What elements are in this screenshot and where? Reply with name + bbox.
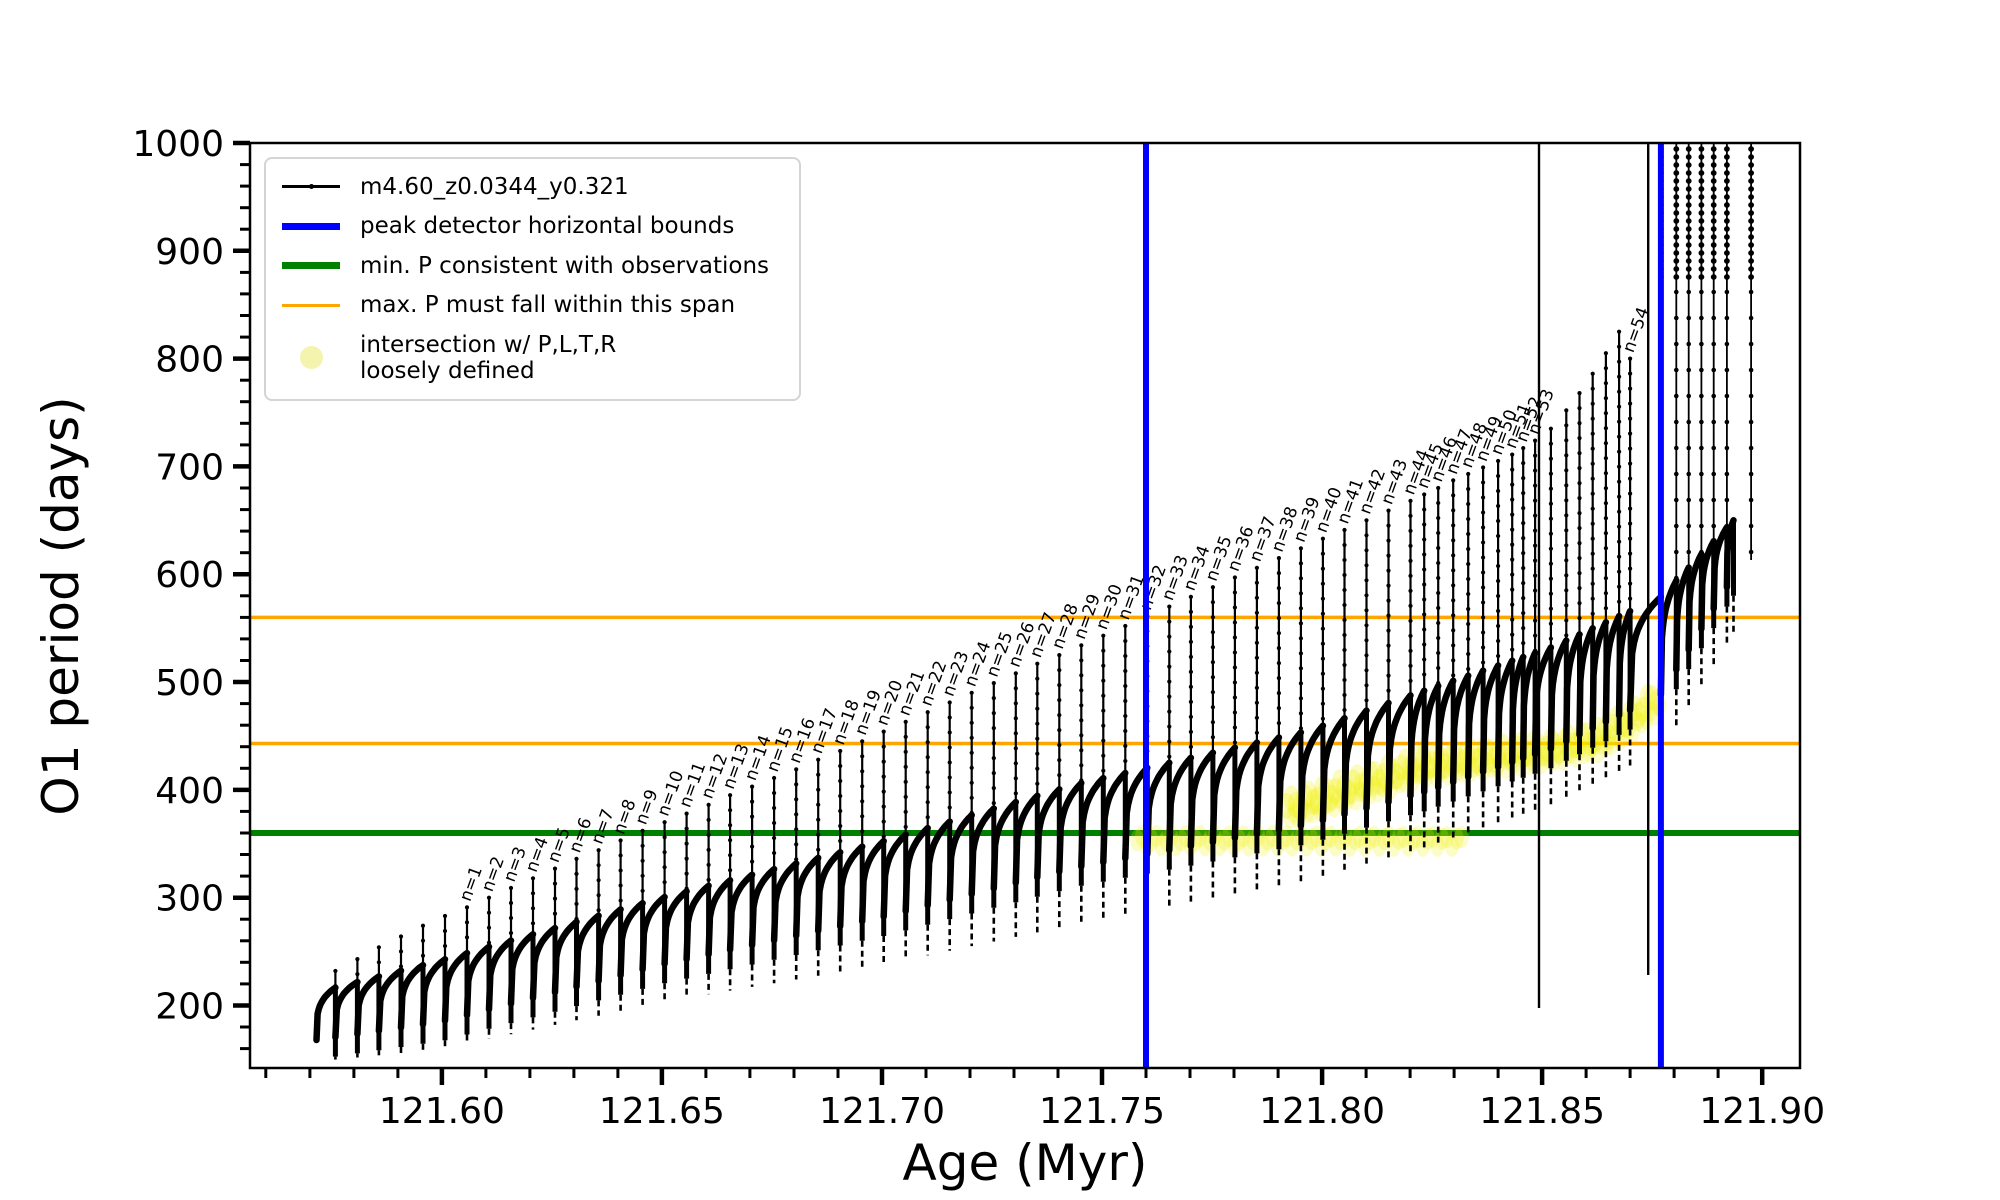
y-tick-400: 400 [155, 771, 224, 812]
legend-item-series: m4.60_z0.0344_y0.321 [282, 174, 783, 200]
x-tick-121.75: 121.75 [1039, 1091, 1165, 1132]
legend-label-peak-bounds: peak detector horizontal bounds [360, 213, 735, 240]
y-axis-tick-labels: 200 300 400 500 600 700 800 900 1000 [132, 124, 224, 1028]
x-tick-121.85: 121.85 [1479, 1091, 1605, 1132]
x-axis-tick-labels: 121.60 121.65 121.70 121.75 121.80 121.85 121.… [379, 1091, 1825, 1132]
x-tick-121.70: 121.70 [819, 1091, 945, 1132]
y-tick-800: 800 [155, 340, 224, 381]
x-tick-121.65: 121.65 [599, 1091, 725, 1132]
horizontal-threshold-lines [250, 615, 1800, 836]
legend-label-max-p: max. P must fall within this span [360, 292, 736, 319]
full-height-spike-lines [1537, 143, 1650, 1008]
legend-item-min-p: min. P consistent with observations [282, 253, 783, 279]
y-tick-900: 900 [155, 232, 224, 273]
y-tick-300: 300 [155, 879, 224, 920]
series-line-icon [282, 184, 340, 190]
period-track [313, 517, 1737, 1060]
y-tick-500: 500 [155, 663, 224, 704]
x-tick-121.80: 121.80 [1259, 1091, 1385, 1132]
plot-frame [248, 141, 1802, 1070]
legend-label-intersection: intersection w/ P,L,T,R loosely defined [360, 331, 617, 384]
y-axis-ticks [233, 140, 250, 1051]
tall-spikes [1658, 143, 1754, 597]
legend-item-intersection: intersection w/ P,L,T,R loosely defined [282, 332, 783, 385]
x-tick-121.90: 121.90 [1699, 1091, 1825, 1132]
yellow-dot-icon [299, 346, 323, 370]
legend-label-min-p: min. P consistent with observations [360, 252, 770, 279]
green-line-icon [282, 262, 340, 270]
y-tick-1000: 1000 [132, 124, 224, 165]
peak-detector-bounds [1143, 143, 1664, 1068]
legend-item-max-p: max. P must fall within this span [282, 292, 783, 318]
y-tick-200: 200 [155, 987, 224, 1028]
legend: m4.60_z0.0344_y0.321 peak detector horiz… [264, 157, 801, 401]
x-tick-121.60: 121.60 [379, 1091, 505, 1132]
x-axis-ticks [264, 1068, 1765, 1085]
legend-label-series: m4.60_z0.0344_y0.321 [360, 173, 629, 200]
orange-line-icon [282, 303, 340, 307]
legend-item-peak-bounds: peak detector horizontal bounds [282, 213, 783, 239]
blue-line-icon [282, 222, 340, 230]
x-axis-title: Age (Myr) [903, 1134, 1148, 1192]
peak-spikes [333, 329, 1633, 992]
y-tick-700: 700 [155, 447, 224, 488]
y-axis-title: O1 period (days) [32, 396, 90, 815]
y-tick-600: 600 [155, 555, 224, 596]
